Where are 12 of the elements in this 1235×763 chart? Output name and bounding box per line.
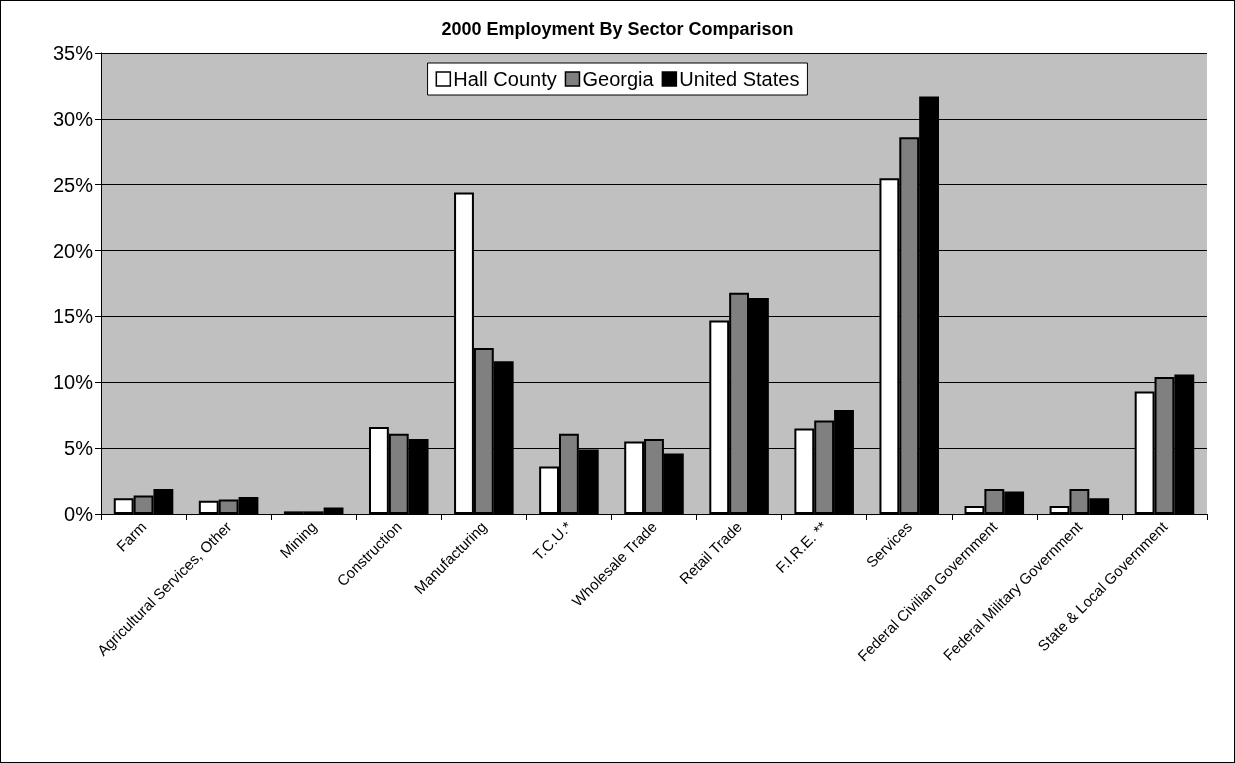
y-tick-label: 5% bbox=[64, 437, 94, 460]
y-tick-label: 30% bbox=[52, 107, 94, 130]
legend-label: Hall County bbox=[453, 68, 557, 90]
y-tick-label: 0% bbox=[64, 503, 94, 525]
legend-label: Georgia bbox=[582, 68, 655, 90]
y-tick-label: 10% bbox=[52, 371, 94, 394]
y-tick-label: 20% bbox=[52, 239, 94, 262]
y-tick-label: 35% bbox=[52, 42, 94, 64]
y-tick-label: 25% bbox=[52, 173, 94, 196]
legend-label: United States bbox=[679, 68, 800, 90]
chart-title: 2000 Employment By Sector Comparison bbox=[441, 19, 794, 39]
y-tick-label: 15% bbox=[52, 305, 94, 328]
